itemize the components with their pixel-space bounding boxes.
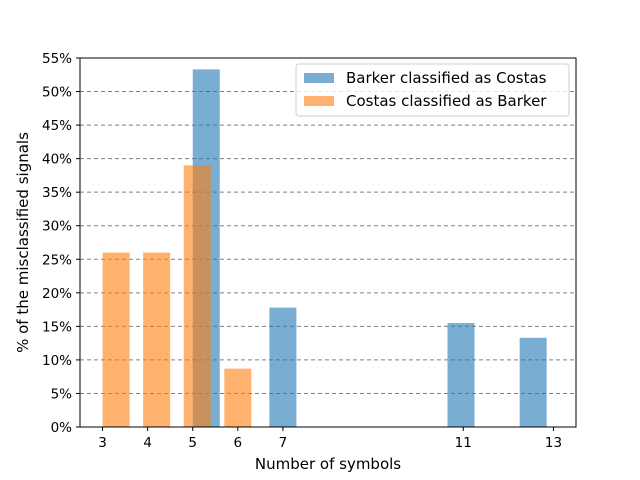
- y-tick-label: 45%: [42, 118, 72, 134]
- y-tick-label: 55%: [42, 51, 72, 67]
- legend-label-costas: Costas classified as Barker: [346, 92, 547, 110]
- y-tick-label: 25%: [42, 252, 72, 268]
- legend-box: [295, 63, 570, 117]
- x-axis-label: Number of symbols: [255, 455, 401, 473]
- y-tick-label: 40%: [42, 152, 72, 168]
- y-axis-label: % of the misclassified signals: [14, 132, 32, 353]
- x-tick-label: 11: [455, 435, 472, 451]
- bar-costas: [224, 368, 252, 427]
- y-tick-label: 35%: [42, 185, 72, 201]
- bar-barker: [519, 337, 547, 427]
- y-tick-label: 0%: [51, 420, 73, 436]
- x-tick-label: 6: [234, 435, 243, 451]
- y-tick-label: 5%: [51, 386, 73, 402]
- bar-costas: [183, 165, 211, 427]
- legend-label-barker: Barker classified as Costas: [346, 69, 547, 87]
- y-tick-label: 20%: [42, 286, 72, 302]
- plot-frame: [79, 57, 577, 428]
- bars: [102, 69, 547, 427]
- legend: Barker classified as Costas Costas class…: [295, 63, 570, 117]
- y-tick-label: 10%: [42, 353, 72, 369]
- x-tick-label: 3: [98, 435, 107, 451]
- y-tick-label: 50%: [42, 85, 72, 101]
- x-axis: 3 4 5 6 7 11 13: [98, 427, 562, 451]
- bar-costas: [143, 252, 171, 427]
- x-tick-label: 13: [545, 435, 562, 451]
- y-tick-label: 15%: [42, 319, 72, 335]
- x-tick-label: 5: [188, 435, 197, 451]
- x-tick-label: 4: [143, 435, 152, 451]
- x-tick-label: 7: [279, 435, 288, 451]
- bar-costas: [102, 252, 130, 427]
- y-tick-label: 30%: [42, 219, 72, 235]
- y-axis: 0% 5% 10% 15% 20% 25% 30% 35% 40% 45% 50% 55%: [42, 51, 80, 436]
- legend-swatch-costas: [304, 96, 334, 106]
- bar-barker: [447, 323, 475, 427]
- bar-barker: [269, 307, 297, 427]
- legend-swatch-barker: [304, 73, 334, 83]
